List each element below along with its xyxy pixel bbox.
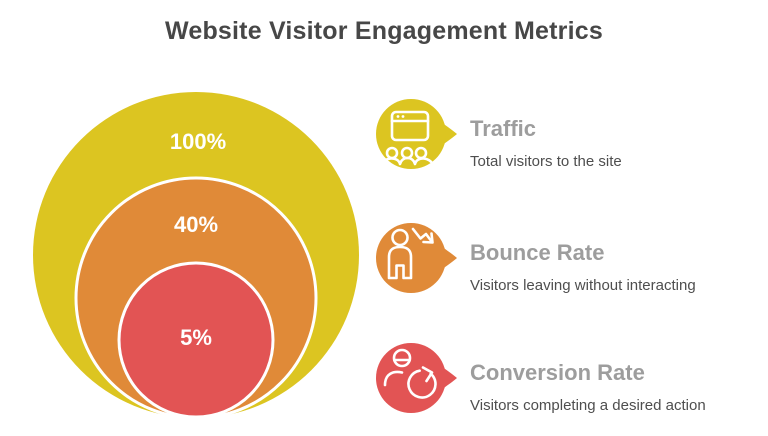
legend-title-traffic: Traffic <box>470 116 537 141</box>
person-bounce-arrow-icon <box>387 227 434 280</box>
legend-title-conversion-rate: Conversion Rate <box>470 360 645 385</box>
legend-text-conversion-rate: Conversion Rate Visitors completing a de… <box>470 341 706 414</box>
bounce-rate-badge <box>376 223 457 293</box>
page-title: Website Visitor Engagement Metrics <box>165 17 603 45</box>
person-refresh-arrow-icon <box>383 348 437 399</box>
conversion-rate-circle <box>117 261 275 419</box>
bounce-rate-percent-label: 40% <box>174 212 218 237</box>
legend-item-conversion-rate: Conversion Rate Visitors completing a de… <box>374 341 706 415</box>
legend-description-conversion-rate: Visitors completing a desired action <box>470 397 706 414</box>
legend-item-bounce-rate: Bounce Rate Visitors leaving without int… <box>374 221 696 295</box>
legend-description-traffic: Total visitors to the site <box>470 153 622 170</box>
conversion-rate-percent-label: 5% <box>180 325 212 350</box>
conversion-rate-badge <box>376 343 457 413</box>
legend-title-bounce-rate: Bounce Rate <box>470 240 605 265</box>
traffic-percent-label: 100% <box>170 129 226 154</box>
legend-text-traffic: Traffic Total visitors to the site <box>470 97 622 170</box>
browser-visitors-icon <box>379 110 435 167</box>
legend-item-traffic: Traffic Total visitors to the site <box>374 97 622 171</box>
legend-description-bounce-rate: Visitors leaving without interacting <box>470 277 696 294</box>
legend-text-bounce-rate: Bounce Rate Visitors leaving without int… <box>470 221 696 294</box>
traffic-badge <box>376 99 457 169</box>
nested-circles-chart: 100% 40% 5% <box>33 92 359 420</box>
